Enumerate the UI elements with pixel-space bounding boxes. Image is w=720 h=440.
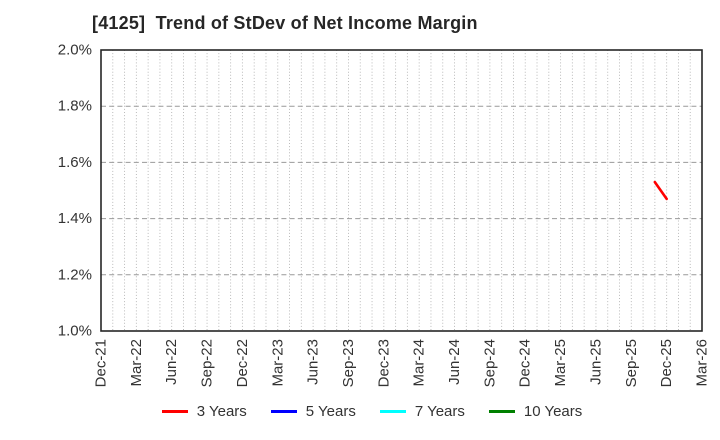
x-tick-label: Jun-23: [305, 339, 322, 385]
x-tick-label: Jun-25: [587, 339, 604, 385]
legend-line-swatch: [488, 410, 515, 413]
y-tick-label: 1.0%: [58, 323, 92, 340]
legend-item: 7 Years: [379, 403, 465, 420]
x-tick-label: Mar-23: [269, 339, 286, 387]
x-tick-label: Dec-22: [234, 339, 251, 387]
y-tick-label: 1.6%: [58, 154, 92, 171]
x-tick-label: Mar-25: [552, 339, 569, 387]
y-tick-label: 1.8%: [58, 98, 92, 115]
legend-label: 10 Years: [523, 403, 583, 420]
x-tick-label: Sep-22: [199, 339, 216, 387]
y-tick-label: 2.0%: [58, 42, 92, 59]
y-tick-label: 1.2%: [58, 266, 92, 283]
x-tick-label: Dec-25: [658, 339, 675, 387]
legend-label: 5 Years: [305, 403, 356, 420]
y-tick-label: 1.4%: [58, 210, 92, 227]
x-tick-label: Jun-22: [163, 339, 180, 385]
x-tick-label: Dec-24: [517, 339, 534, 387]
legend-item: 3 Years: [161, 403, 247, 420]
legend-line-swatch: [270, 410, 297, 413]
x-tick-label: Dec-21: [93, 339, 110, 387]
legend-line-swatch: [161, 410, 188, 413]
chart-title: [4125] Trend of StDev of Net Income Marg…: [92, 13, 478, 33]
x-tick-label: Mar-24: [411, 339, 428, 387]
legend-label: 3 Years: [196, 403, 247, 420]
plot-frame: [100, 49, 703, 332]
series-line-3-years: [653, 180, 668, 201]
x-tick-label: Sep-23: [340, 339, 357, 387]
legend-item: 10 Years: [488, 403, 583, 420]
x-tick-label: Mar-26: [694, 339, 711, 387]
x-tick-label: Dec-23: [375, 339, 392, 387]
legend: 3 Years 5 Years 7 Years 10 Years: [12, 403, 720, 420]
x-tick-label: Jun-24: [446, 339, 463, 385]
legend-line-swatch: [379, 410, 406, 413]
legend-item: 5 Years: [270, 403, 356, 420]
x-tick-label: Mar-22: [128, 339, 145, 387]
x-tick-label: Sep-25: [623, 339, 640, 387]
x-tick-label: Sep-24: [481, 339, 498, 387]
legend-label: 7 Years: [414, 403, 465, 420]
